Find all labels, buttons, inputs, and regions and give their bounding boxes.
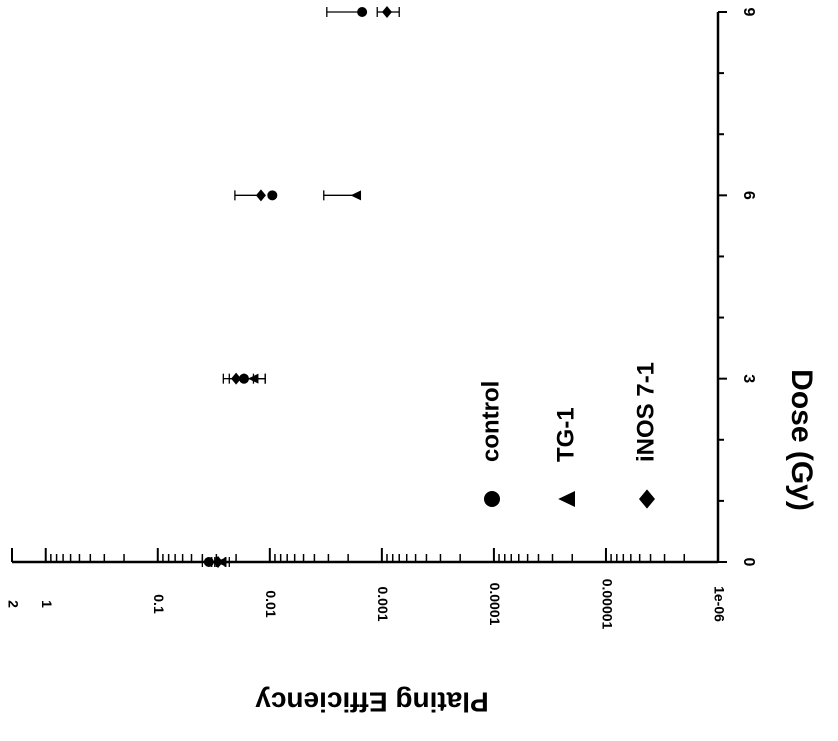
legend-control-label: control: [477, 381, 504, 462]
inos-7-1-point: [255, 189, 266, 202]
x-axis-title: Dose (Gy): [785, 369, 818, 511]
y-tick-label: 0.0001: [487, 583, 503, 626]
control-point: [267, 190, 278, 201]
inos-7-1-point: [213, 556, 224, 568]
y-tick-label: 0.1: [151, 594, 167, 614]
y-tick-label: 0.01: [263, 590, 279, 617]
plot-area: 0 3 6 9 1e-06 0.00001 0.0001 0.001 0.01 0.1 1 2 Dose…: [5, 6, 818, 718]
inos-7-1-point: [381, 6, 392, 18]
y-tick-label: 0.001: [375, 586, 391, 621]
legend-tg-1-label: TG-1: [552, 407, 579, 462]
y-tick-label: 1e-06: [711, 586, 727, 622]
x-tick-label: 0: [740, 558, 757, 567]
y-axis-title: Plating Efficiency: [255, 687, 489, 718]
x-tick-label: 9: [740, 8, 757, 17]
control-point: [357, 7, 368, 17]
x-tick-label: 6: [740, 191, 757, 200]
legend-control-marker: [484, 491, 500, 507]
inos-7-1-point: [231, 372, 242, 385]
y-tick-label: 0.00001: [599, 579, 615, 630]
x-tick-label: 3: [740, 374, 757, 383]
tg-1-point: [350, 190, 362, 201]
y-tick-label: 2: [5, 600, 21, 608]
y-tick-label: 1: [39, 600, 55, 608]
legend-tg-1-marker: [558, 491, 575, 507]
legend-inos-7-1-marker: [639, 489, 655, 509]
legend-inos-7-1-label: iNOS 7-1: [632, 362, 659, 462]
